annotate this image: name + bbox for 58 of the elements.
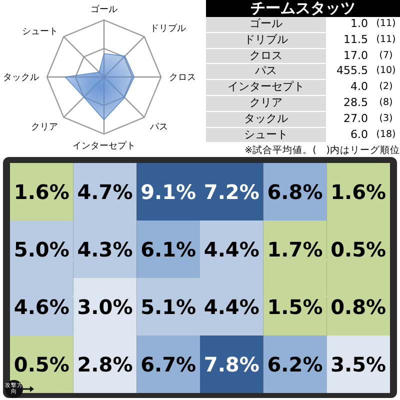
data-label: 1.0 bbox=[350, 17, 368, 32]
spoke-label: シュート bbox=[22, 27, 58, 38]
data-label: 4.4% bbox=[204, 237, 260, 262]
data-label: (7) bbox=[378, 48, 394, 63]
data-label: 6.8% bbox=[267, 180, 323, 204]
text: ※試合平均値。( )内はリーグ順位 bbox=[244, 144, 400, 158]
data-label: 0.8% bbox=[330, 294, 386, 319]
data-label: 0.5% bbox=[14, 352, 70, 376]
category-label: ゴール bbox=[248, 17, 284, 32]
data-label: 4.7% bbox=[77, 180, 133, 204]
data-label: 17.0 bbox=[342, 48, 368, 64]
data-label: 5.0% bbox=[14, 237, 70, 262]
spoke-label: パス bbox=[148, 122, 168, 132]
spoke-label: ゴール bbox=[90, 4, 118, 15]
data-label: 4.4% bbox=[204, 294, 260, 319]
data-label: 3.0% bbox=[77, 294, 133, 319]
category-label: シュート bbox=[243, 128, 289, 142]
text: チームスタッツ bbox=[206, 0, 400, 17]
spoke-label: タックル bbox=[3, 73, 39, 84]
data-label: 2.8% bbox=[77, 352, 133, 376]
data-label: 4.3% bbox=[77, 237, 133, 262]
data-label: (11) bbox=[375, 32, 397, 47]
category-label: パス bbox=[254, 64, 278, 80]
data-label: 28.5 bbox=[342, 96, 368, 111]
data-label: 6.1% bbox=[140, 237, 196, 262]
data-label: 27.0 bbox=[342, 112, 368, 127]
data-label: 0.5% bbox=[330, 237, 386, 262]
data-label: 4.0 bbox=[350, 80, 368, 95]
data-label: (2) bbox=[378, 80, 394, 94]
data-label: 9.1% bbox=[140, 180, 196, 204]
category-label: タックル bbox=[243, 112, 289, 127]
category-label: クロス bbox=[248, 48, 284, 64]
data-label: 455.5 bbox=[336, 64, 368, 80]
spoke-label: ドリブル bbox=[150, 23, 186, 34]
data-label: (3) bbox=[378, 112, 394, 126]
category-label: インターセプト bbox=[226, 80, 306, 95]
category-label: クリア bbox=[248, 96, 284, 111]
data-label: (10) bbox=[375, 64, 397, 78]
spoke-label: インターセプト bbox=[72, 140, 136, 152]
data-label: 3.5% bbox=[330, 352, 386, 376]
data-label: 1.6% bbox=[330, 180, 386, 204]
data-label: 5.1% bbox=[140, 294, 196, 319]
data-label: 1.5% bbox=[267, 294, 323, 319]
data-label: 11.5 bbox=[342, 32, 368, 48]
data-label: 1.7% bbox=[267, 237, 323, 262]
data-label: 7.2% bbox=[204, 180, 260, 204]
category-label: ドリブル bbox=[243, 32, 289, 48]
data-label: 6.2% bbox=[267, 352, 323, 376]
spoke-label: クリア bbox=[31, 122, 58, 132]
data-label: 6.7% bbox=[140, 352, 196, 376]
data-label: (11) bbox=[375, 17, 397, 31]
data-label: 7.8% bbox=[204, 352, 260, 376]
data-label: 1.6% bbox=[14, 180, 70, 204]
spoke-label: クロス bbox=[169, 73, 196, 84]
data-label: 6.0 bbox=[350, 128, 368, 142]
data-label: (8) bbox=[378, 96, 394, 110]
data-label: (18) bbox=[375, 128, 397, 142]
data-label: 4.6% bbox=[14, 294, 70, 319]
